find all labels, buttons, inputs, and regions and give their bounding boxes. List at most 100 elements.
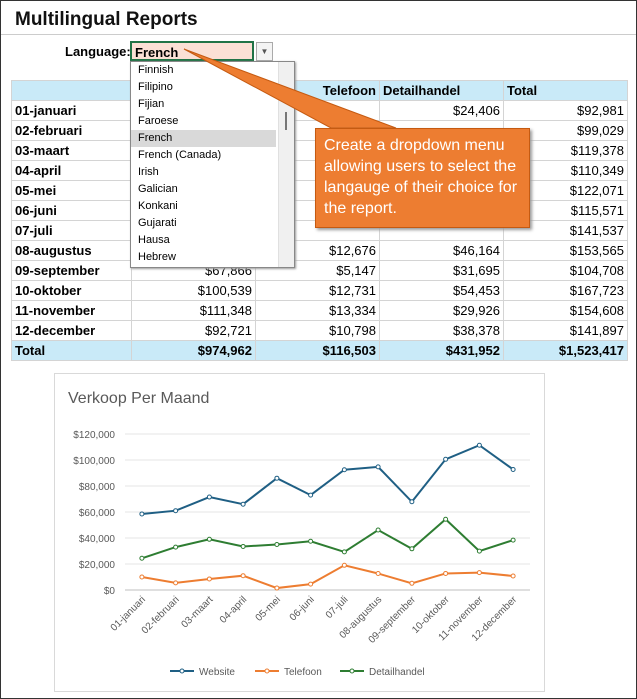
- table-cell[interactable]: $431,952: [379, 340, 504, 361]
- legend-label: Website: [199, 667, 235, 678]
- data-point[interactable]: [341, 549, 347, 555]
- table-cell[interactable]: $104,708: [503, 260, 628, 281]
- series-line-telefoon[interactable]: [141, 564, 514, 590]
- data-point[interactable]: [206, 494, 212, 500]
- data-point[interactable]: [206, 576, 212, 582]
- table-cell[interactable]: $141,897: [503, 320, 628, 341]
- table-cell[interactable]: 06-juni: [11, 200, 132, 221]
- table-cell[interactable]: $110,349: [503, 160, 628, 181]
- table-cell[interactable]: 10-oktober: [11, 280, 132, 301]
- table-row: 10-oktober $100,539 $12,731 $54,453 $167,723: [11, 280, 628, 301]
- table-cell[interactable]: Detailhandel: [379, 80, 504, 101]
- data-point[interactable]: [375, 527, 381, 533]
- dropdown-option[interactable]: Hebrew: [131, 249, 276, 266]
- language-dropdown-list[interactable]: Finnish Filipino Fijian Faroese French French…: [130, 61, 295, 268]
- series-line-detailhandel[interactable]: [141, 517, 514, 560]
- data-point[interactable]: [510, 537, 516, 543]
- series-line-website[interactable]: [141, 444, 514, 515]
- dropdown-option[interactable]: Gujarati: [131, 215, 276, 232]
- table-cell[interactable]: $92,981: [503, 100, 628, 121]
- data-point[interactable]: [443, 570, 449, 576]
- table-cell[interactable]: $13,334: [255, 300, 380, 321]
- dropdown-option[interactable]: French: [131, 130, 276, 147]
- data-point[interactable]: [476, 570, 482, 576]
- dropdown-option[interactable]: Filipino: [131, 79, 276, 96]
- data-point[interactable]: [308, 538, 314, 544]
- table-cell[interactable]: 03-maart: [11, 140, 132, 161]
- x-tick-label: 03-maart: [179, 594, 215, 630]
- line-chart[interactable]: Verkoop Per Maand $0 $20,000 $40,000 $60,000…: [54, 373, 545, 692]
- data-point[interactable]: [341, 562, 347, 568]
- data-point[interactable]: [409, 580, 415, 586]
- table-cell[interactable]: $24,406: [379, 100, 504, 121]
- data-point[interactable]: [476, 548, 482, 554]
- data-point[interactable]: [173, 544, 179, 550]
- language-select[interactable]: French: [130, 41, 254, 61]
- dropdown-option[interactable]: French (Canada): [131, 147, 276, 164]
- data-point[interactable]: [274, 475, 280, 481]
- dropdown-option[interactable]: Irish: [131, 164, 276, 181]
- data-point[interactable]: [341, 467, 347, 473]
- data-point[interactable]: [240, 501, 246, 507]
- dropdown-option[interactable]: Hausa: [131, 232, 276, 249]
- table-row: 11-november $111,348 $13,334 $29,926 $154,60…: [11, 300, 628, 321]
- data-point[interactable]: [240, 573, 246, 579]
- data-point[interactable]: [139, 574, 145, 580]
- table-cell[interactable]: 09-september: [11, 260, 132, 281]
- legend-marker: [179, 668, 185, 674]
- dropdown-option[interactable]: Faroese: [131, 113, 276, 130]
- table-cell[interactable]: 08-augustus: [11, 240, 132, 261]
- dropdown-option[interactable]: Konkani: [131, 198, 276, 215]
- table-cell[interactable]: $46,164: [379, 240, 504, 261]
- dropdown-option-label: Hausa: [138, 234, 170, 246]
- data-point[interactable]: [443, 516, 449, 522]
- dropdown-option[interactable]: Galician: [131, 181, 276, 198]
- data-point[interactable]: [510, 466, 516, 472]
- data-point[interactable]: [139, 511, 145, 517]
- legend-label: Telefoon: [284, 667, 322, 678]
- dropdown-option-label: Galician: [138, 183, 178, 195]
- table-cell[interactable]: $111,348: [131, 300, 256, 321]
- data-point[interactable]: [173, 580, 179, 586]
- table-cell[interactable]: $92,721: [131, 320, 256, 341]
- table-cell[interactable]: $12,731: [255, 280, 380, 301]
- data-point[interactable]: [510, 573, 516, 579]
- table-cell[interactable]: 01-januari: [11, 100, 132, 121]
- data-point[interactable]: [409, 499, 415, 505]
- table-cell[interactable]: $116,503: [255, 340, 380, 361]
- table-cell[interactable]: $38,378: [379, 320, 504, 341]
- table-cell[interactable]: Total: [11, 340, 132, 361]
- legend-marker: [349, 668, 355, 674]
- data-point[interactable]: [308, 581, 314, 587]
- table-cell[interactable]: 12-december: [11, 320, 132, 341]
- data-point[interactable]: [476, 442, 482, 448]
- data-point[interactable]: [409, 546, 415, 552]
- y-tick-label: $120,000: [73, 430, 115, 441]
- table-cell[interactable]: $167,723: [503, 280, 628, 301]
- table-cell[interactable]: $1,523,417: [503, 340, 628, 361]
- table-cell[interactable]: $29,926: [379, 300, 504, 321]
- data-point[interactable]: [173, 508, 179, 514]
- table-cell[interactable]: $154,608: [503, 300, 628, 321]
- data-point[interactable]: [443, 456, 449, 462]
- table-cell[interactable]: $974,962: [131, 340, 256, 361]
- data-point[interactable]: [274, 542, 280, 547]
- chevron-down-icon[interactable]: ▼: [256, 42, 273, 61]
- data-point[interactable]: [240, 543, 246, 549]
- dropdown-option[interactable]: Finnish: [131, 62, 276, 79]
- table-cell[interactable]: $10,798: [255, 320, 380, 341]
- language-label: Language:: [65, 44, 131, 59]
- data-point[interactable]: [139, 555, 145, 561]
- scrollbar-thumb[interactable]: [285, 112, 287, 130]
- data-point[interactable]: [375, 464, 381, 470]
- data-point[interactable]: [375, 571, 381, 577]
- scrollbar[interactable]: [278, 62, 294, 267]
- dropdown-option[interactable]: Fijian: [131, 96, 276, 113]
- data-point[interactable]: [274, 585, 280, 591]
- table-cell[interactable]: 02-februari: [11, 120, 132, 141]
- table-cell[interactable]: 11-november: [11, 300, 132, 321]
- data-point[interactable]: [308, 492, 314, 498]
- table-row: 12-december $92,721 $10,798 $38,378 $141,897: [11, 320, 628, 341]
- table-cell[interactable]: $99,029: [503, 120, 628, 141]
- data-point[interactable]: [206, 536, 212, 542]
